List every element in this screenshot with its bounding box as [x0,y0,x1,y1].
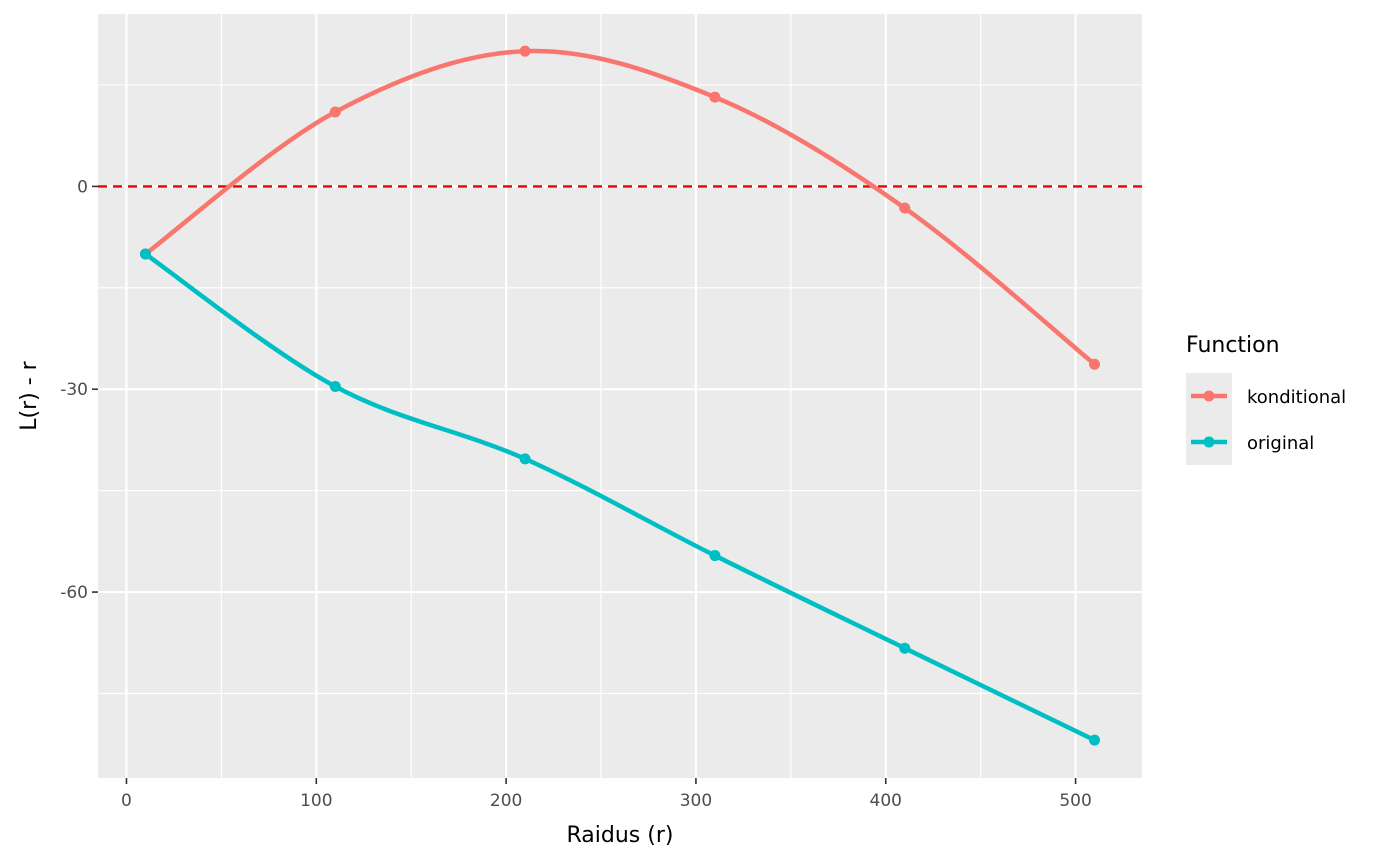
series-line-konditional [143,48,1097,367]
y-axis: -60 -30 0 [60,177,98,603]
y-axis-title: L(r) - r [17,360,42,430]
data-point-original [139,248,151,260]
y-tick-label: -30 [60,380,88,400]
data-point-konditional [329,106,341,118]
series-line-original [143,251,1097,743]
y-tick-label: 0 [77,177,88,197]
data-point-original [1089,734,1101,746]
legend-title: Function [1186,333,1280,358]
series-lines [143,48,1097,743]
x-tick-label: 300 [680,791,712,811]
x-tick-label: 0 [121,791,132,811]
x-axis: 0 100 200 300 400 500 [121,778,1092,811]
x-tick-label: 500 [1059,791,1091,811]
series-points [139,45,1101,746]
x-tick-label: 200 [490,791,522,811]
legend-label: konditional [1247,387,1346,408]
data-point-konditional [519,45,531,57]
legend-key-point [1203,436,1215,448]
x-tick-label: 400 [870,791,902,811]
x-tick-label: 100 [300,791,332,811]
x-axis-title: Raidus (r) [567,823,674,848]
plot-panel [98,14,1142,778]
legend-key-point [1203,390,1215,402]
legend-label: original [1247,433,1314,454]
data-point-original [899,642,911,654]
y-tick-label: -60 [60,583,88,603]
minor-gridlines [98,14,1142,778]
major-gridlines [98,14,1142,778]
data-point-konditional [1089,358,1101,370]
legend: Function konditional original [1186,333,1346,465]
legend-items: konditional original [1186,373,1346,465]
data-point-original [519,453,531,465]
data-point-konditional [709,91,721,103]
data-point-konditional [899,202,911,214]
data-point-original [329,381,341,393]
data-point-original [709,550,721,562]
